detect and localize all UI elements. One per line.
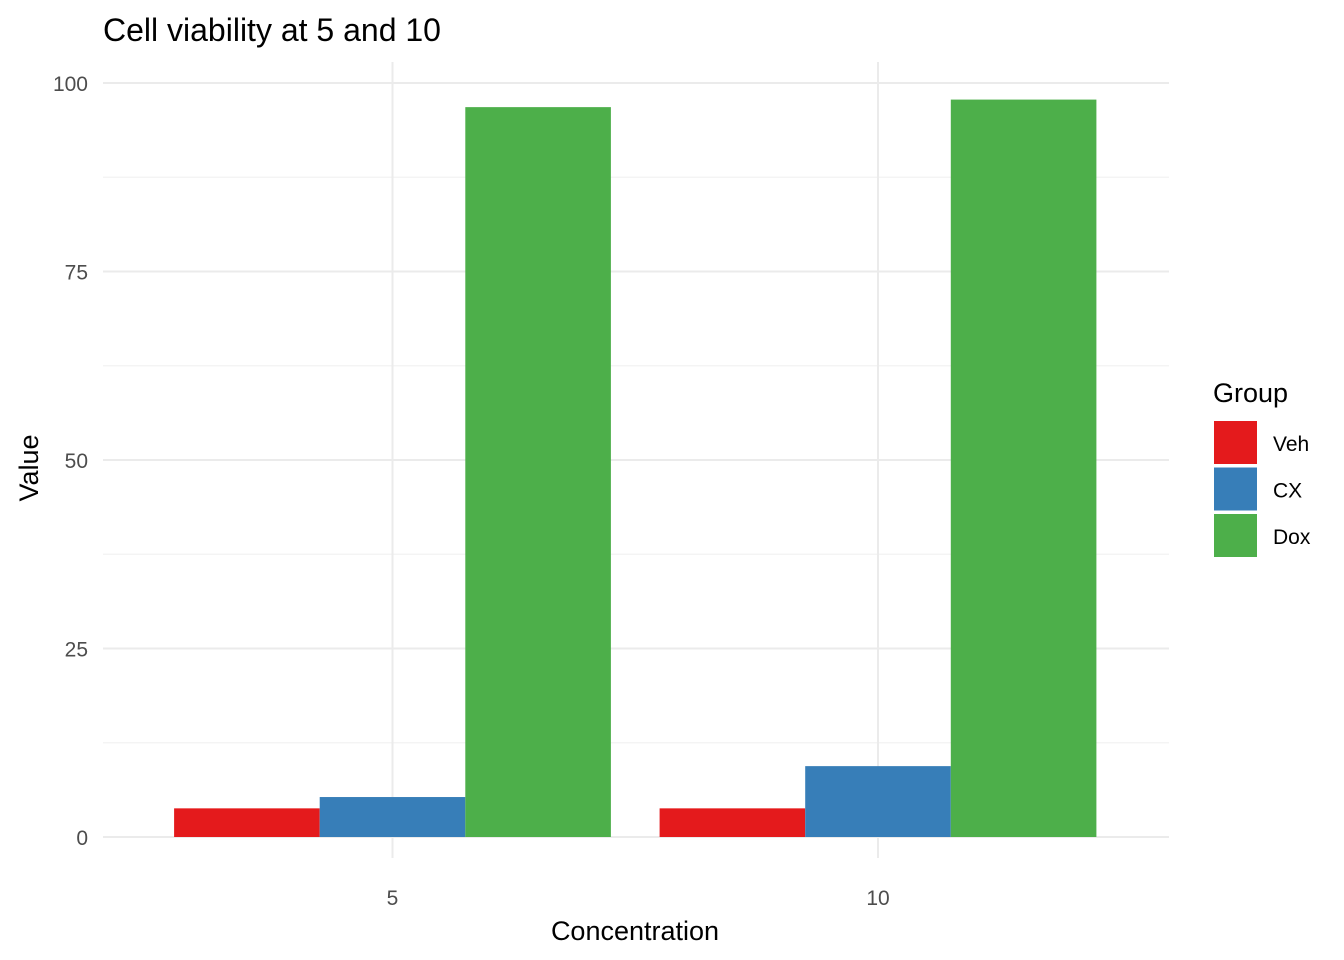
chart-title: Cell viability at 5 and 10: [103, 12, 441, 48]
x-tick-label: 10: [866, 887, 889, 910]
bar-dox-5: [465, 107, 611, 838]
y-axis-ticks: 0 25 50 75 100: [53, 73, 88, 850]
bar-cx-10: [805, 766, 951, 837]
y-tick-label: 100: [53, 73, 88, 96]
x-axis-ticks: 5 10: [387, 887, 890, 910]
y-tick-label: 50: [65, 450, 88, 473]
bar-dox-10: [950, 99, 1097, 837]
legend-items: Veh CX Dox: [1214, 421, 1311, 557]
legend-swatch-cx: [1214, 467, 1257, 511]
bar-veh-5: [174, 808, 320, 837]
y-tick-label: 25: [65, 639, 88, 662]
legend: Group Veh CX Dox: [1213, 378, 1311, 557]
bar-layer: [174, 99, 1097, 838]
bar-veh-10: [659, 808, 806, 837]
y-tick-label: 0: [76, 827, 88, 850]
legend-title: Group: [1213, 378, 1288, 408]
legend-swatch-dox: [1214, 514, 1257, 557]
x-tick-label: 5: [387, 887, 399, 910]
y-tick-label: 75: [65, 262, 88, 285]
bar-cx-5: [319, 797, 466, 837]
legend-label-dox: Dox: [1273, 526, 1311, 549]
legend-swatch-veh: [1214, 421, 1257, 464]
legend-label-cx: CX: [1273, 480, 1302, 503]
legend-label-veh: Veh: [1273, 433, 1309, 456]
x-axis-title: Concentration: [551, 916, 719, 946]
y-axis-title: Value: [14, 434, 44, 501]
